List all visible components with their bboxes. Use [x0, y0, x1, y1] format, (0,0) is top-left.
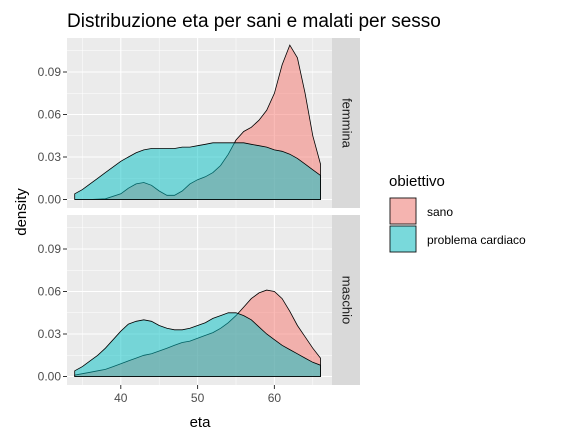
x-axis-label: eta — [190, 414, 212, 431]
y-tick-label: 0.03 — [38, 327, 62, 341]
facet-panel-maschio: maschio — [67, 215, 360, 385]
y-tick-label: 0.00 — [38, 193, 62, 207]
y-tick-label: 0.03 — [38, 150, 62, 164]
x-axis: 40 50 60 — [114, 385, 281, 405]
legend-swatch — [389, 225, 417, 253]
facet-panel-femmina: femmina — [67, 38, 360, 208]
x-tick-label: 50 — [191, 391, 205, 405]
y-tick-label: 0.00 — [38, 370, 62, 384]
y-tick-label: 0.09 — [38, 65, 62, 79]
x-tick-label: 40 — [114, 391, 128, 405]
legend-title: obiettivo — [389, 173, 445, 190]
x-tick-label: 60 — [268, 391, 282, 405]
legend: obiettivo sano problema cardiaco — [389, 173, 526, 253]
legend-entries: sano problema cardiaco — [389, 197, 526, 253]
facet-strip-label: maschio — [340, 276, 355, 324]
facet-strip — [332, 215, 360, 385]
density-area-problema-cardiaco-femmina — [74, 142, 321, 200]
facet-strip — [332, 38, 360, 208]
legend-label: problema cardiaco — [427, 233, 526, 247]
legend-label: sano — [427, 205, 453, 219]
facet-strip-label: femmina — [340, 98, 355, 149]
density-area-problema-cardiaco-maschio — [74, 312, 321, 377]
legend-entry: sano — [389, 197, 453, 225]
y-tick-label: 0.06 — [38, 108, 62, 122]
facet-panels: femmina maschio — [67, 38, 360, 385]
y-tick-label: 0.06 — [38, 285, 62, 299]
y-tick-label: 0.09 — [38, 242, 62, 256]
y-axis-label: density — [13, 188, 30, 236]
y-axis: 0.00 0.03 0.06 0.09 0.00 0.03 0.06 0.09 — [38, 65, 67, 384]
legend-entry: problema cardiaco — [389, 225, 526, 253]
chart-title: Distribuzione eta per sani e malati per … — [67, 11, 441, 32]
legend-swatch — [389, 197, 417, 225]
